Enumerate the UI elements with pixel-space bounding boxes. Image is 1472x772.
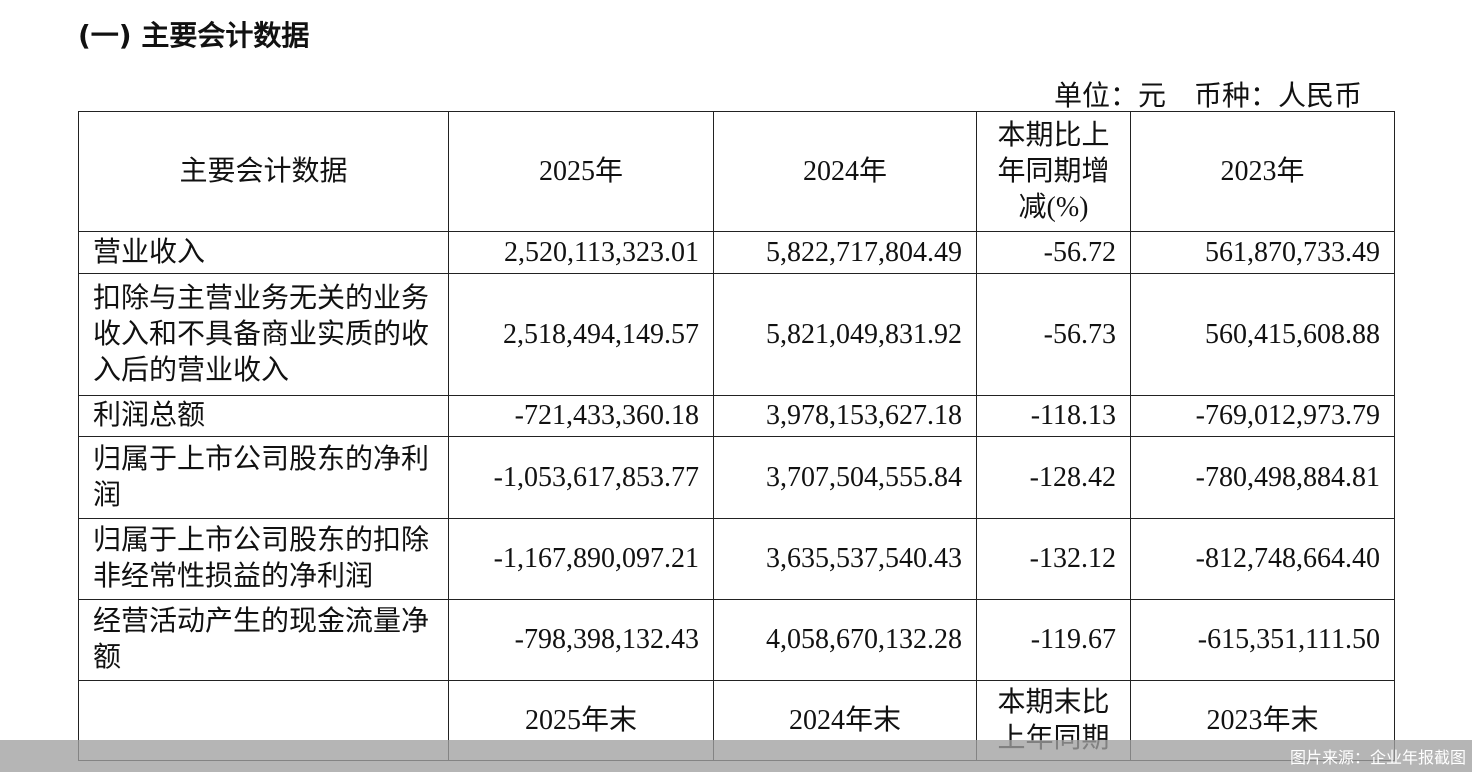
- row-label: 利润总额: [78, 395, 449, 437]
- cell: -119.67: [976, 599, 1131, 681]
- unit-note: 单位：元 币种：人民币: [1053, 81, 1362, 112]
- table-row: 利润总额 -721,433,360.18 3,978,153,627.18 -1…: [78, 395, 1395, 437]
- cell: -615,351,111.50: [1130, 599, 1395, 681]
- cell: -812,748,664.40: [1130, 518, 1395, 600]
- cell: 4,058,670,132.28: [713, 599, 977, 681]
- cell: 2,520,113,323.01: [448, 231, 714, 274]
- cell: -798,398,132.43: [448, 599, 714, 681]
- row-label: 归属于上市公司股东的扣除非经常性损益的净利润: [78, 518, 449, 600]
- table-row: 归属于上市公司股东的扣除非经常性损益的净利润 -1,167,890,097.21…: [78, 518, 1395, 600]
- cell: 2,518,494,149.57: [448, 273, 714, 396]
- header-cell: 主要会计数据: [78, 111, 449, 232]
- cell: -56.73: [976, 273, 1131, 396]
- row-label: 经营活动产生的现金流量净额: [78, 599, 449, 681]
- cell: -132.12: [976, 518, 1131, 600]
- cell: 5,822,717,804.49: [713, 231, 977, 274]
- header-cell: 本期比上年同期增减(%): [976, 111, 1131, 232]
- cell: -780,498,884.81: [1130, 436, 1395, 519]
- header-cell: 2023年: [1130, 111, 1395, 232]
- row-label: 扣除与主营业务无关的业务收入和不具备商业实质的收入后的营业收入: [78, 273, 449, 396]
- cell: -769,012,973.79: [1130, 395, 1395, 437]
- cell: 560,415,608.88: [1130, 273, 1395, 396]
- cell: -1,167,890,097.21: [448, 518, 714, 600]
- table-header-row: 主要会计数据 2025年 2024年 本期比上年同期增减(%) 2023年: [78, 111, 1395, 232]
- header-cell: 2024年: [713, 111, 977, 232]
- cell: 3,707,504,555.84: [713, 436, 977, 519]
- table-row: 营业收入 2,520,113,323.01 5,822,717,804.49 -…: [78, 231, 1395, 274]
- section-title: (一) 主要会计数据: [78, 19, 310, 52]
- cell: -56.72: [976, 231, 1131, 274]
- row-label: 营业收入: [78, 231, 449, 274]
- header-cell: 2025年: [448, 111, 714, 232]
- cell: -128.42: [976, 436, 1131, 519]
- table-row: 扣除与主营业务无关的业务收入和不具备商业实质的收入后的营业收入 2,518,49…: [78, 273, 1395, 396]
- image-source-caption: 图片来源：企业年报截图: [1289, 748, 1466, 767]
- cell: -118.13: [976, 395, 1131, 437]
- cell: 5,821,049,831.92: [713, 273, 977, 396]
- accounting-data-table: 主要会计数据 2025年 2024年 本期比上年同期增减(%) 2023年 营业…: [78, 111, 1395, 761]
- cell: 3,635,537,540.43: [713, 518, 977, 600]
- caption-overlay: [0, 740, 1472, 772]
- row-label: 归属于上市公司股东的净利润: [78, 436, 449, 519]
- cell: 561,870,733.49: [1130, 231, 1395, 274]
- cell: -721,433,360.18: [448, 395, 714, 437]
- cell: 3,978,153,627.18: [713, 395, 977, 437]
- table-row: 经营活动产生的现金流量净额 -798,398,132.43 4,058,670,…: [78, 599, 1395, 681]
- cell: -1,053,617,853.77: [448, 436, 714, 519]
- table-row: 归属于上市公司股东的净利润 -1,053,617,853.77 3,707,50…: [78, 436, 1395, 519]
